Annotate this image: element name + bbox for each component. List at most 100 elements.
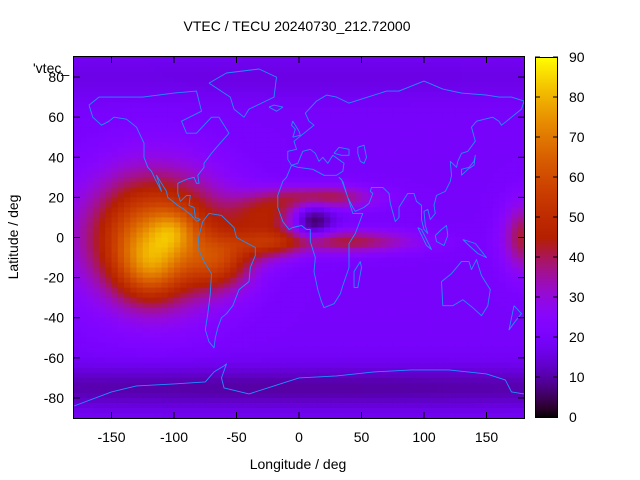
heatmap-cell [161, 97, 169, 103]
heatmap-cell [467, 77, 475, 83]
heatmap-cell [180, 167, 188, 173]
heatmap-cell [149, 347, 156, 354]
heatmap-cell [136, 142, 144, 148]
heatmap-cell [74, 187, 81, 193]
heatmap-cell [486, 67, 494, 73]
heatmap-cell [205, 157, 213, 163]
heatmap-cell [242, 372, 250, 379]
heatmap-cell [511, 262, 519, 269]
heatmap-cell [480, 232, 488, 239]
heatmap-cell [86, 257, 94, 264]
heatmap-cell [492, 137, 500, 143]
heatmap-cell [336, 297, 344, 304]
heatmap-cell [486, 102, 494, 108]
heatmap-cell [167, 212, 175, 219]
heatmap-cell [330, 237, 338, 244]
heatmap-cell [174, 127, 181, 133]
heatmap-cell [449, 132, 456, 138]
heatmap-cell [92, 237, 100, 244]
heatmap-cell [442, 147, 450, 153]
heatmap-cell [411, 297, 419, 304]
heatmap-cell [380, 397, 388, 404]
heatmap-cell [249, 312, 256, 319]
heatmap-cell [99, 102, 106, 108]
heatmap-cell [99, 337, 106, 344]
heatmap-cell [305, 77, 313, 83]
heatmap-cell [411, 122, 419, 128]
heatmap-cell [149, 252, 156, 259]
heatmap-cell [342, 302, 350, 309]
heatmap-cell [499, 97, 506, 103]
heatmap-cell [336, 362, 344, 369]
heatmap-cell [474, 312, 481, 319]
heatmap-cell [455, 397, 463, 404]
heatmap-cell [286, 277, 294, 284]
heatmap-cell [517, 217, 525, 224]
heatmap-cell [299, 352, 306, 359]
heatmap-cell [480, 272, 488, 279]
heatmap-cell [436, 357, 444, 364]
heatmap-cell [399, 227, 406, 234]
heatmap-cell [392, 212, 400, 219]
heatmap-cell [174, 87, 181, 93]
heatmap-cell [386, 57, 394, 63]
heatmap-cell [124, 87, 131, 93]
heatmap-cell [130, 92, 138, 98]
heatmap-cell [367, 157, 375, 163]
heatmap-cell [480, 312, 488, 319]
heatmap-cell [317, 202, 325, 209]
heatmap-cell [374, 57, 381, 63]
heatmap-cell [130, 197, 138, 203]
heatmap-cell [292, 157, 300, 163]
heatmap-cell [80, 372, 88, 379]
heatmap-cell [424, 227, 431, 234]
heatmap-cell [249, 397, 256, 404]
heatmap-cell [280, 117, 288, 123]
heatmap-cell [111, 132, 119, 138]
heatmap-cell [367, 237, 375, 244]
heatmap-cell [242, 202, 250, 209]
heatmap-cell [80, 332, 88, 339]
heatmap-cell [424, 272, 431, 279]
heatmap-cell [136, 317, 144, 324]
heatmap-cell [392, 372, 400, 379]
heatmap-cell [499, 102, 506, 108]
heatmap-cell [274, 277, 281, 284]
heatmap-cell [442, 397, 450, 404]
heatmap-cell [80, 242, 88, 249]
heatmap-cell [99, 82, 106, 88]
heatmap-cell [474, 387, 481, 394]
heatmap-cell [224, 357, 231, 364]
heatmap-cell [449, 147, 456, 153]
heatmap-cell [299, 327, 306, 334]
heatmap-cell [236, 322, 244, 329]
heatmap-cell [224, 192, 231, 198]
heatmap-cell [155, 197, 163, 203]
heatmap-cell [192, 327, 200, 334]
heatmap-cell [317, 172, 325, 178]
heatmap-cell [80, 82, 88, 88]
heatmap-cell [124, 112, 131, 118]
heatmap-cell [142, 362, 150, 369]
heatmap-cell [499, 187, 506, 193]
heatmap-cell [255, 392, 263, 399]
heatmap-cell [255, 192, 263, 198]
heatmap-cell [361, 192, 369, 198]
heatmap-cell [299, 77, 306, 83]
heatmap-cell [236, 112, 244, 118]
heatmap-cell [317, 177, 325, 183]
heatmap-cell [186, 307, 194, 314]
heatmap-cell [86, 107, 94, 113]
heatmap-cell [205, 122, 213, 128]
heatmap-cell [467, 187, 475, 193]
heatmap-cell [86, 92, 94, 98]
heatmap-cell [117, 182, 125, 188]
heatmap-cell [424, 347, 431, 354]
heatmap-cell [117, 267, 125, 274]
heatmap-cell [342, 117, 350, 123]
heatmap-cell [267, 267, 275, 274]
heatmap-cell [230, 212, 238, 219]
heatmap-cell [424, 367, 431, 374]
heatmap-cell [192, 237, 200, 244]
heatmap-cell [367, 287, 375, 294]
